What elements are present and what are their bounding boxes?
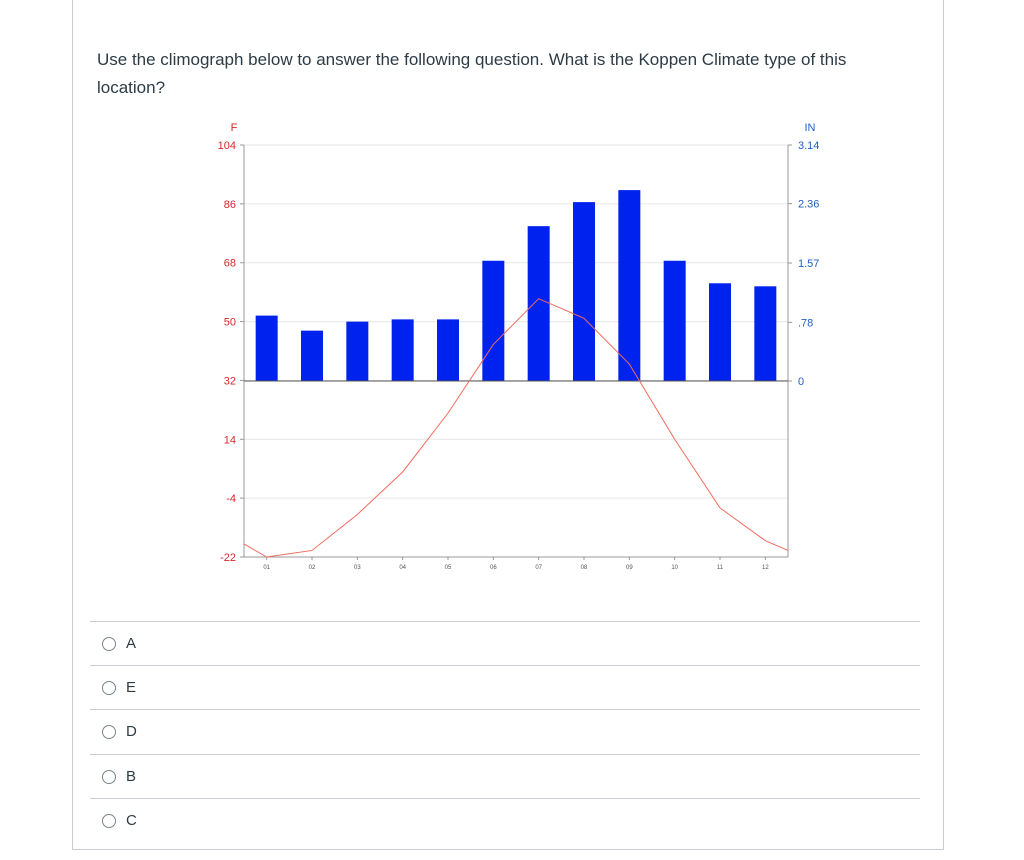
precipitation-bar — [527, 226, 550, 381]
answer-label: E — [126, 679, 137, 696]
precipitation-bar — [346, 321, 369, 381]
left-tick-label: 68 — [224, 258, 236, 270]
x-tick-label: 12 — [762, 565, 769, 571]
radio-button[interactable] — [102, 725, 116, 739]
answer-option-c[interactable]: C — [90, 798, 920, 842]
answer-label: B — [126, 768, 137, 785]
left-tick-label: 86 — [224, 199, 236, 211]
precipitation-bar — [391, 319, 414, 381]
x-tick-label: 02 — [309, 565, 316, 571]
climograph-chart: 104 86 68 50 32 14 -4 -22 3.14 2.36 1.57 .78 0 F IN 01 0… — [180, 110, 820, 580]
precipitation-bar — [618, 190, 641, 381]
x-tick-label: 03 — [354, 565, 361, 571]
left-tick-label: 32 — [224, 375, 236, 387]
x-tick-label: 01 — [263, 565, 270, 571]
right-tick-label: 3.14 — [798, 140, 819, 152]
precipitation-bar — [709, 283, 731, 381]
precipitation-bar — [301, 330, 323, 381]
quiz-card — [72, 0, 944, 850]
question-text: Use the climograph below to answer the f… — [97, 50, 847, 97]
left-tick-label: 50 — [224, 317, 236, 329]
left-tick-label: 14 — [224, 434, 236, 446]
precipitation-bar — [437, 319, 459, 381]
right-tick-label: .78 — [798, 317, 813, 329]
precipitation-bar — [482, 260, 505, 381]
answer-label: D — [126, 723, 137, 740]
precipitation-bar — [255, 315, 278, 381]
answer-label: C — [126, 812, 137, 829]
radio-button[interactable] — [102, 770, 116, 784]
left-tick-label: -22 — [220, 552, 236, 564]
right-axis-unit: IN — [805, 122, 816, 134]
x-tick-label: 05 — [445, 565, 452, 571]
left-axis-unit: F — [231, 122, 238, 134]
x-tick-label: 09 — [626, 565, 633, 571]
chart-svg: 104 86 68 50 32 14 -4 -22 3.14 2.36 1.57 .78 0 F IN 01 0… — [218, 122, 820, 571]
right-tick-label: 2.36 — [798, 199, 819, 211]
left-tick-label: 104 — [218, 140, 236, 152]
answer-option-e[interactable]: E — [90, 665, 920, 709]
x-tick-label: 07 — [535, 565, 542, 571]
x-tick-label: 04 — [399, 565, 406, 571]
answer-option-b[interactable]: B — [90, 754, 920, 798]
precipitation-bar — [573, 202, 595, 381]
radio-button[interactable] — [102, 637, 116, 651]
x-tick-label: 06 — [490, 565, 497, 571]
precipitation-bar — [663, 260, 686, 381]
x-tick-label: 11 — [717, 565, 724, 571]
right-tick-label: 0 — [798, 376, 804, 388]
radio-button[interactable] — [102, 814, 116, 828]
answer-option-d[interactable]: D — [90, 709, 920, 753]
left-tick-label: -4 — [226, 493, 236, 505]
radio-button[interactable] — [102, 681, 116, 695]
answer-option-a[interactable]: A — [90, 621, 920, 665]
x-tick-label: 10 — [671, 565, 678, 571]
temperature-line — [243, 298, 789, 558]
answer-label: A — [126, 635, 137, 652]
right-tick-label: 1.57 — [798, 258, 819, 270]
precipitation-bar — [754, 286, 777, 381]
x-tick-label: 08 — [581, 565, 588, 571]
